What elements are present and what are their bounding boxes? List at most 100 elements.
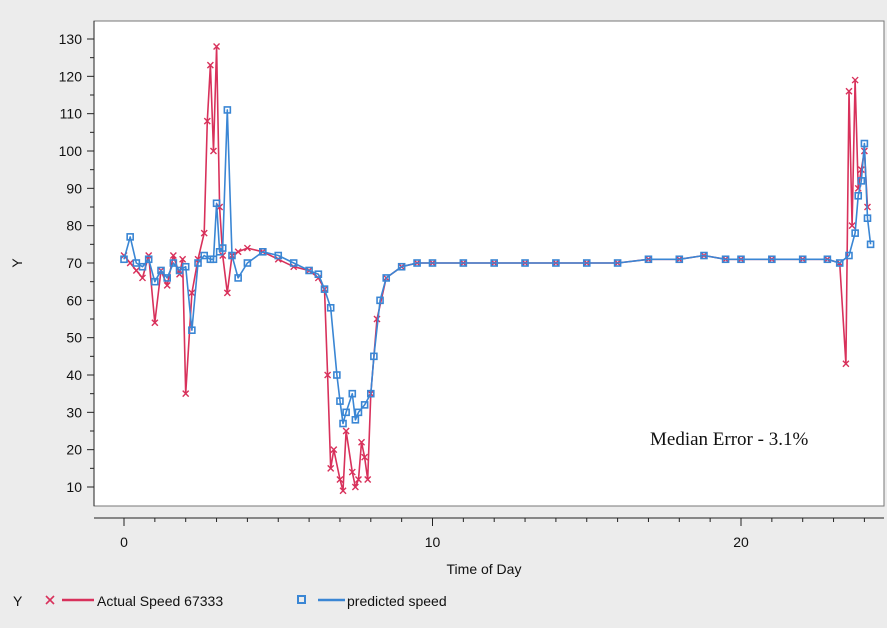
actual-series xyxy=(120,42,871,495)
data-point xyxy=(212,199,221,208)
data-point xyxy=(234,248,242,256)
data-point xyxy=(397,262,406,271)
data-point xyxy=(798,255,807,264)
data-point xyxy=(336,476,344,484)
y-tick-label: 130 xyxy=(59,31,83,47)
data-point xyxy=(314,270,323,279)
data-point xyxy=(126,233,134,241)
data-point xyxy=(364,476,372,484)
data-point xyxy=(330,446,338,454)
data-point xyxy=(188,326,196,335)
y-tick-label: 80 xyxy=(66,218,82,234)
series-line xyxy=(123,109,872,425)
data-point xyxy=(342,408,350,417)
data-point xyxy=(259,248,267,256)
data-point xyxy=(243,244,251,252)
data-point xyxy=(857,177,866,185)
data-point xyxy=(644,255,653,264)
data-point xyxy=(851,229,859,237)
y-tick-label: 30 xyxy=(66,404,82,420)
data-point xyxy=(866,240,875,249)
data-point xyxy=(188,289,196,297)
data-point xyxy=(700,251,708,260)
data-point xyxy=(459,259,468,267)
legend-predicted-label: predicted speed xyxy=(347,593,447,609)
data-point xyxy=(209,255,218,264)
data-point xyxy=(351,483,359,491)
data-point xyxy=(339,419,347,428)
data-point xyxy=(169,259,178,267)
data-point xyxy=(354,476,362,484)
y-axis-title: Y xyxy=(9,258,25,268)
data-point xyxy=(845,251,853,260)
data-point xyxy=(200,229,208,237)
predicted-series xyxy=(120,106,875,428)
y-tick-label: 120 xyxy=(59,68,83,84)
data-point xyxy=(675,255,684,264)
data-point xyxy=(132,266,140,274)
data-point xyxy=(139,274,147,282)
data-point xyxy=(854,192,863,200)
x-axis: 0 10 20 xyxy=(94,517,884,550)
data-point xyxy=(223,106,232,114)
data-point xyxy=(182,390,190,398)
data-point xyxy=(370,352,378,361)
data-point xyxy=(169,252,177,260)
data-point xyxy=(428,259,437,267)
data-point xyxy=(842,360,850,368)
y-tick-label: 100 xyxy=(59,143,83,159)
legend-actual-label: Actual Speed 67333 xyxy=(97,593,223,609)
data-point xyxy=(863,214,872,222)
data-point xyxy=(351,415,360,424)
data-point xyxy=(348,389,357,398)
data-point xyxy=(320,285,329,293)
plot-marks xyxy=(120,42,875,495)
y-tick-label: 10 xyxy=(66,479,82,495)
y-axis: 10 20 30 40 50 60 70 80 90 100 110 120 130 xyxy=(59,21,95,506)
data-point xyxy=(333,371,341,379)
x-axis-title: Time of Day xyxy=(447,561,522,577)
data-point xyxy=(243,259,252,267)
data-point xyxy=(223,289,231,297)
data-point xyxy=(860,139,869,148)
data-point xyxy=(138,262,147,271)
data-point xyxy=(382,274,391,282)
data-point xyxy=(376,296,384,305)
data-point xyxy=(326,303,335,312)
data-point xyxy=(613,259,622,267)
data-point xyxy=(228,251,236,260)
data-point xyxy=(206,61,214,69)
data-point xyxy=(358,438,366,446)
data-point xyxy=(721,255,730,264)
data-point xyxy=(339,487,347,495)
data-point xyxy=(360,401,369,409)
data-point xyxy=(179,255,187,263)
data-point xyxy=(194,259,202,267)
data-point xyxy=(324,371,332,379)
data-point xyxy=(582,259,591,267)
legend: Y Actual Speed 67333 predicted speed xyxy=(13,593,447,609)
data-point xyxy=(151,277,159,286)
data-point xyxy=(354,408,363,417)
x-tick-label: 20 xyxy=(733,534,749,550)
data-point xyxy=(851,76,859,84)
y-tick-label: 110 xyxy=(60,106,83,122)
data-point xyxy=(823,255,832,264)
data-point xyxy=(234,274,242,282)
data-point xyxy=(336,397,344,405)
data-point xyxy=(305,266,313,275)
x-tick-label: 10 xyxy=(425,534,441,550)
data-point xyxy=(552,259,560,267)
y-tick-label: 20 xyxy=(66,442,82,458)
data-point xyxy=(857,166,865,174)
data-point xyxy=(157,266,165,275)
data-point xyxy=(737,255,745,264)
legend-actual-marker xyxy=(45,595,55,605)
data-point xyxy=(209,147,217,155)
data-point xyxy=(521,259,529,267)
y-tick-label: 60 xyxy=(66,292,82,308)
data-point xyxy=(126,259,134,267)
data-point xyxy=(768,255,776,264)
data-point xyxy=(835,259,844,267)
